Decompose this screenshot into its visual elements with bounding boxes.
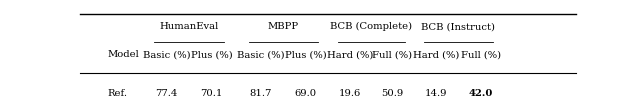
Text: Basic (%): Basic (%) — [237, 50, 285, 59]
Text: Model: Model — [108, 50, 139, 59]
Text: 81.7: 81.7 — [250, 89, 272, 97]
Text: 19.6: 19.6 — [339, 89, 362, 97]
Text: 42.0: 42.0 — [468, 89, 493, 97]
Text: 77.4: 77.4 — [156, 89, 178, 97]
Text: Full (%): Full (%) — [372, 50, 413, 59]
Text: 69.0: 69.0 — [294, 89, 317, 97]
Text: Ref.: Ref. — [108, 89, 127, 97]
Text: MBPP: MBPP — [268, 22, 299, 31]
Text: BCB (Complete): BCB (Complete) — [330, 22, 412, 31]
Text: Plus (%): Plus (%) — [191, 50, 232, 59]
Text: Full (%): Full (%) — [461, 50, 501, 59]
Text: BCB (Instruct): BCB (Instruct) — [422, 22, 495, 31]
Text: Plus (%): Plus (%) — [285, 50, 326, 59]
Text: 50.9: 50.9 — [381, 89, 404, 97]
Text: Basic (%): Basic (%) — [143, 50, 191, 59]
Text: HumanEval: HumanEval — [159, 22, 219, 31]
Text: 14.9: 14.9 — [425, 89, 447, 97]
Text: Hard (%): Hard (%) — [327, 50, 374, 59]
Text: 70.1: 70.1 — [200, 89, 223, 97]
Text: Hard (%): Hard (%) — [413, 50, 460, 59]
